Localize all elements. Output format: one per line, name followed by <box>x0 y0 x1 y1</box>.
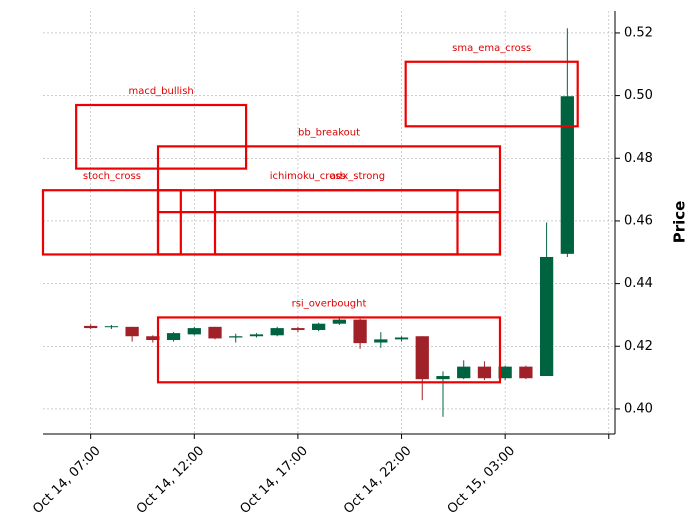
candle-up <box>457 360 471 380</box>
candle-down <box>415 336 429 401</box>
y-tick-label: 0.40 <box>624 401 653 416</box>
y-tick-label: 0.52 <box>624 25 653 40</box>
candle-body <box>125 326 139 337</box>
candle-up <box>187 326 201 336</box>
annotation-box <box>156 189 459 256</box>
candle-body <box>332 319 346 324</box>
candle-up <box>312 322 326 332</box>
y-tick-label: 0.48 <box>624 151 653 166</box>
annotation-box <box>156 316 502 384</box>
candle-body <box>560 96 574 254</box>
candle-down <box>477 361 492 381</box>
candle-down <box>353 318 367 349</box>
annotation-box <box>213 189 502 256</box>
annotation-box <box>404 60 579 128</box>
annotation-label: bb_breakout <box>298 127 360 138</box>
candle-up <box>249 333 264 338</box>
candle-up <box>104 324 119 330</box>
candle-up <box>394 336 409 342</box>
candle-body <box>270 328 284 336</box>
annotation-label: ichimoku_cross <box>270 171 346 182</box>
candle-body <box>229 336 243 338</box>
candle-body <box>166 333 181 340</box>
candle-body <box>477 366 492 379</box>
candles <box>84 28 574 417</box>
candle-up <box>374 332 388 348</box>
candle-body <box>394 337 409 340</box>
annotation-label: sma_ema_cross <box>452 43 531 54</box>
candle-up <box>270 326 284 337</box>
candle-up <box>229 333 243 343</box>
candle-body <box>291 328 305 330</box>
annotation-label: stoch_cross <box>83 171 141 182</box>
candle-up <box>332 317 346 325</box>
annotation-label: adx_strong <box>330 171 385 182</box>
candle-down <box>146 335 160 343</box>
candle-body <box>187 328 201 335</box>
candle-up <box>539 222 554 377</box>
candle-down <box>519 365 533 380</box>
x-tick-label: Oct 14, 17:00 <box>238 443 311 516</box>
candle-body <box>146 336 160 340</box>
annotation-label: macd_bullish <box>128 86 193 97</box>
candle-body <box>84 325 98 329</box>
x-tick-label: Oct 14, 12:00 <box>134 443 207 516</box>
x-tick-label: Oct 15, 03:00 <box>445 443 518 516</box>
grid-lines <box>43 11 615 434</box>
candle-body <box>374 339 388 343</box>
y-axis-title: Price <box>671 201 689 244</box>
candle-body <box>539 256 554 377</box>
y-tick-label: 0.50 <box>624 88 653 103</box>
annotation-box <box>156 145 502 256</box>
candle-up <box>166 332 181 342</box>
candle-down <box>84 324 98 330</box>
annotation-box <box>41 189 182 256</box>
signal-annotations: macd_bullish sma_ema_cross bb_breakoutstoc… <box>41 43 579 384</box>
candle-body <box>104 326 119 328</box>
y-tick-label: 0.42 <box>624 339 653 354</box>
x-tick-label: Oct 14, 22:00 <box>341 443 414 516</box>
candle-body <box>353 319 367 344</box>
x-tick-label: Oct 14, 07:00 <box>30 443 103 516</box>
annotation-label: rsi_overbought <box>292 298 367 309</box>
candle-down <box>208 326 222 340</box>
candle-down <box>125 326 139 342</box>
candle-body <box>436 376 450 380</box>
candle-body <box>208 326 222 339</box>
y-tick-label: 0.46 <box>624 213 653 228</box>
candle-body <box>457 366 471 379</box>
candle-up <box>498 365 512 381</box>
candle-body <box>312 323 326 330</box>
candle-body <box>519 366 533 379</box>
candle-up <box>436 371 450 417</box>
candle-down <box>291 326 305 333</box>
candle-body <box>415 336 429 380</box>
candle-body <box>249 334 264 337</box>
candle-body <box>498 366 512 379</box>
candle-up <box>560 28 574 257</box>
axes: 0.40 0.42 0.44 0.46 0.48 0.50 0.52 Oct 14, 07:0… <box>30 11 653 517</box>
annotation-box <box>75 103 248 170</box>
y-tick-label: 0.44 <box>624 276 653 291</box>
